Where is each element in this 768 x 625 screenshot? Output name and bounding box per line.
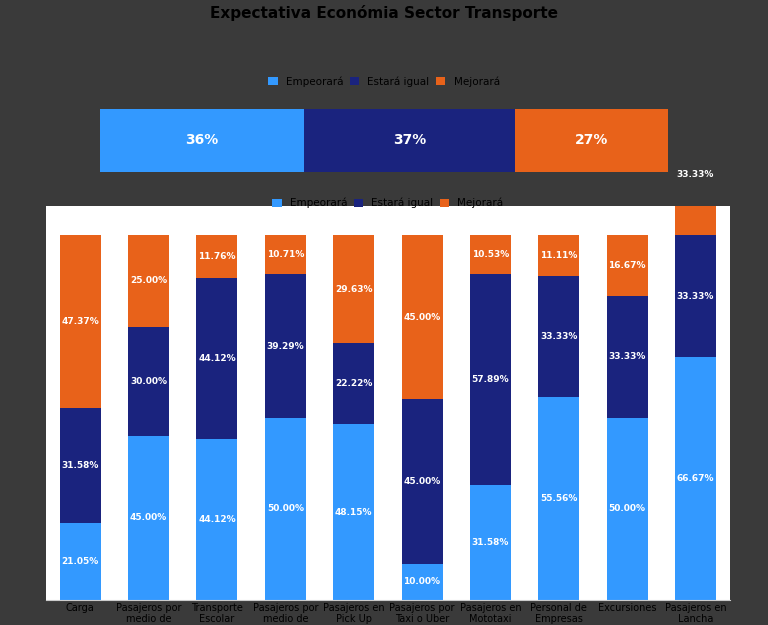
Text: 48.15%: 48.15% <box>335 508 372 517</box>
Text: 44.12%: 44.12% <box>198 515 236 524</box>
Text: 27%: 27% <box>574 134 608 148</box>
Bar <box>538 398 579 600</box>
Text: 55.56%: 55.56% <box>540 494 578 503</box>
Title: Expectativa Económia Sector Transporte: Expectativa Económia Sector Transporte <box>210 5 558 21</box>
Text: 50.00%: 50.00% <box>266 504 304 513</box>
Text: 45.00%: 45.00% <box>403 477 441 486</box>
Text: 33.33%: 33.33% <box>608 352 646 361</box>
Bar <box>607 418 647 600</box>
Text: 11.76%: 11.76% <box>198 253 236 261</box>
Bar <box>197 439 237 600</box>
Text: 45.00%: 45.00% <box>403 313 441 322</box>
Bar <box>333 424 374 600</box>
Bar <box>402 236 442 399</box>
Bar <box>100 109 304 172</box>
Bar <box>60 408 101 523</box>
Bar <box>128 436 169 600</box>
Text: 50.00%: 50.00% <box>608 504 646 513</box>
Bar <box>197 236 237 278</box>
Text: 21.05%: 21.05% <box>61 557 99 566</box>
Text: 31.58%: 31.58% <box>472 538 509 547</box>
Text: 39.29%: 39.29% <box>266 342 304 351</box>
Text: 44.12%: 44.12% <box>198 354 236 363</box>
Text: 10.53%: 10.53% <box>472 250 509 259</box>
Text: 66.67%: 66.67% <box>677 474 714 483</box>
Text: 45.00%: 45.00% <box>130 514 167 522</box>
Text: 16.67%: 16.67% <box>608 261 646 270</box>
Bar <box>515 109 668 172</box>
Bar <box>265 418 306 600</box>
Bar <box>197 278 237 439</box>
Legend: Empeorará, Estará igual, Mejorará: Empeorará, Estará igual, Mejorará <box>268 194 508 213</box>
Text: 29.63%: 29.63% <box>335 285 372 294</box>
Text: 33.33%: 33.33% <box>677 292 714 301</box>
Legend: Empeorará, Estará igual, Mejorará: Empeorará, Estará igual, Mejorará <box>264 72 504 91</box>
Bar <box>470 274 511 485</box>
Bar <box>265 274 306 418</box>
Bar <box>675 357 716 600</box>
Text: 37%: 37% <box>393 134 426 148</box>
Text: 22.22%: 22.22% <box>335 379 372 389</box>
Bar <box>333 344 374 424</box>
Text: 10.00%: 10.00% <box>403 578 441 586</box>
Bar <box>538 276 579 398</box>
Bar <box>607 296 647 418</box>
Text: 11.11%: 11.11% <box>540 251 578 260</box>
Bar <box>675 114 716 236</box>
Text: 31.58%: 31.58% <box>61 461 99 470</box>
Text: 57.89%: 57.89% <box>472 375 509 384</box>
Text: 33.33%: 33.33% <box>677 170 714 179</box>
Bar <box>607 236 647 296</box>
Bar <box>538 236 579 276</box>
Text: 33.33%: 33.33% <box>540 332 578 341</box>
Bar <box>470 485 511 600</box>
Bar <box>333 236 374 344</box>
Text: 47.37%: 47.37% <box>61 318 99 326</box>
Bar <box>128 326 169 436</box>
Text: 36%: 36% <box>186 134 219 148</box>
Bar <box>265 236 306 274</box>
Bar <box>402 399 442 564</box>
Bar <box>128 236 169 326</box>
Bar <box>402 564 442 600</box>
Bar <box>675 236 716 357</box>
Bar <box>304 109 515 172</box>
Bar <box>60 236 101 408</box>
Text: 10.71%: 10.71% <box>266 251 304 259</box>
Bar <box>470 236 511 274</box>
Text: 25.00%: 25.00% <box>130 276 167 286</box>
Text: 30.00%: 30.00% <box>130 377 167 386</box>
Bar <box>60 523 101 600</box>
